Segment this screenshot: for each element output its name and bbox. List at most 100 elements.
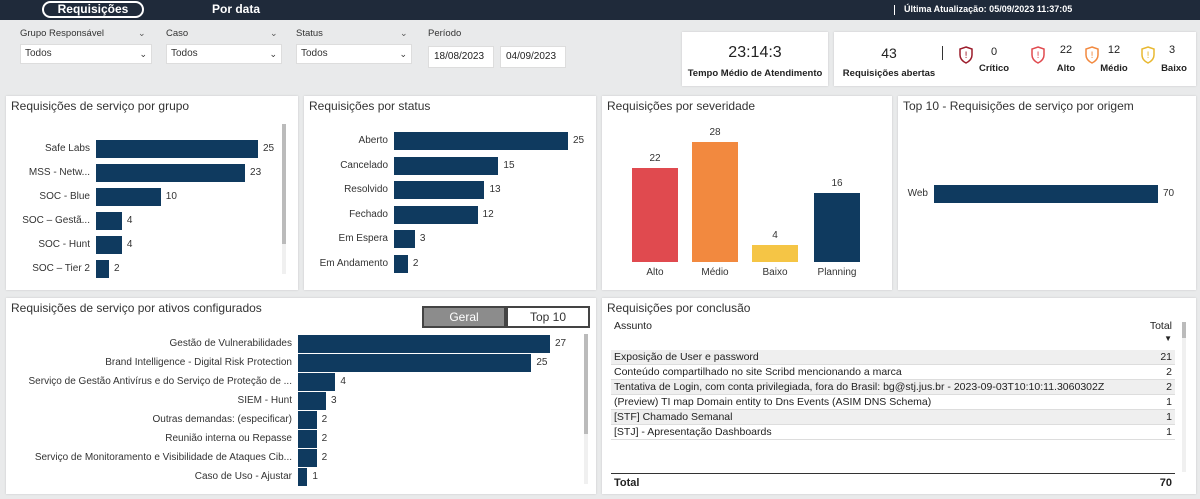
row-total: 1: [1115, 424, 1175, 440]
bar-value-label: 12: [482, 208, 494, 220]
toggle-geral-button[interactable]: Geral: [422, 306, 506, 328]
bar[interactable]: [96, 188, 161, 206]
bar-value-label: 4: [340, 376, 346, 387]
status-filter-select[interactable]: Todos ⌄: [296, 44, 412, 64]
total-label: Total: [614, 477, 640, 489]
toggle-top10-button[interactable]: Top 10: [506, 306, 590, 328]
svg-text:!: !: [964, 51, 968, 61]
bar[interactable]: [298, 411, 317, 429]
bar-label: SIEM - Hunt: [237, 395, 292, 406]
bar[interactable]: [298, 449, 317, 467]
baixo-label: Baixo: [1161, 63, 1187, 74]
column-header-subject[interactable]: Assunto: [614, 320, 652, 332]
avg-time-card: 23:14:3 Tempo Médio de Atendimento: [682, 32, 828, 86]
bar[interactable]: [394, 181, 485, 199]
chevron-down-icon[interactable]: ⌄: [270, 28, 278, 38]
table-row[interactable]: (Preview) TI map Domain entity to Dns Ev…: [611, 394, 1175, 410]
scrollbar-thumb[interactable]: [1182, 322, 1186, 338]
case-filter-label: Caso: [166, 28, 189, 39]
chart-title: Requisições de serviço por ativos config…: [11, 301, 262, 315]
column-header-total[interactable]: Total ▼: [1115, 319, 1175, 350]
chart-by-group-card: Requisições de serviço por grupo Safe La…: [6, 96, 298, 290]
bar[interactable]: [96, 212, 122, 230]
row-subject: Exposição de User e password: [611, 350, 1115, 365]
period-start-input[interactable]: 18/08/2023: [428, 46, 494, 68]
bar[interactable]: [632, 167, 678, 262]
bar-value-label: 4: [772, 229, 778, 241]
period-end-input[interactable]: 04/09/2023: [500, 46, 566, 68]
bar[interactable]: [394, 132, 568, 150]
bar[interactable]: [96, 260, 109, 278]
scrollbar[interactable]: [1182, 322, 1186, 472]
table-row[interactable]: Exposição de User e password 21: [611, 350, 1175, 365]
svg-text:!: !: [1146, 51, 1150, 61]
tab-requisicoes[interactable]: Requisições: [42, 1, 144, 18]
shield-high-icon: !: [1031, 46, 1045, 64]
bar-label: Caso de Uso - Ajustar: [194, 471, 292, 482]
bar[interactable]: [298, 430, 317, 448]
bar-label: Outras demandas: (especificar): [152, 414, 292, 425]
bar[interactable]: [298, 373, 336, 391]
scrollbar[interactable]: [282, 124, 286, 274]
chart-by-status-card: Requisições por status Aberto 25 Cancelado…: [304, 96, 596, 290]
bar[interactable]: [394, 230, 415, 248]
bar-label: Fechado: [349, 208, 388, 220]
bar[interactable]: [692, 142, 738, 262]
medio-value: 12: [1107, 44, 1121, 56]
bar-value-label: 28: [709, 127, 721, 138]
scrollbar-thumb[interactable]: [584, 334, 588, 434]
bar[interactable]: [394, 205, 478, 224]
bar-label: Brand Intelligence - Digital Risk Protec…: [105, 357, 292, 368]
table-header-row: Assunto Total ▼: [611, 319, 1175, 350]
row-subject: [STF] Chamado Semanal: [611, 409, 1115, 425]
chart-by-assets-card: Requisições de serviço por ativos config…: [6, 298, 596, 494]
alto-label: Alto: [1056, 63, 1076, 74]
bar[interactable]: [298, 468, 308, 486]
divider: [942, 46, 943, 60]
bar-label: Gestão de Vulnerabilidades: [169, 338, 293, 349]
chevron-down-icon: ⌄: [269, 49, 277, 59]
open-requests-value: 43: [881, 45, 897, 61]
bar[interactable]: [96, 164, 246, 182]
group-filter-label: Grupo Responsável: [20, 28, 104, 39]
bar[interactable]: [96, 140, 258, 158]
bar-value-label: 3: [331, 395, 337, 406]
bar[interactable]: [934, 185, 1158, 203]
scrollbar[interactable]: [584, 334, 588, 484]
table-row[interactable]: [STJ] - Apresentação Dashboards 1: [611, 424, 1175, 440]
chart-title: Requisições de serviço por grupo: [11, 99, 190, 113]
bar-label: SOC - Hunt: [38, 239, 90, 250]
bar-value-label: 2: [113, 263, 120, 274]
chevron-down-icon[interactable]: ⌄: [138, 28, 146, 38]
bar[interactable]: [298, 354, 532, 372]
shield-critical-icon: !: [959, 46, 973, 64]
case-filter-select[interactable]: Todos ⌄: [166, 44, 282, 64]
period-filter: Período: [428, 28, 568, 44]
tab-por-data[interactable]: Por data: [212, 2, 261, 16]
table-row[interactable]: [STF] Chamado Semanal 1: [611, 409, 1175, 425]
critico-value: 0: [990, 46, 998, 58]
bar[interactable]: [394, 156, 499, 175]
bar[interactable]: [752, 244, 798, 262]
bar[interactable]: [96, 236, 122, 254]
row-subject: (Preview) TI map Domain entity to Dns Ev…: [611, 394, 1115, 410]
bar-value-label: 16: [831, 178, 843, 190]
table-row[interactable]: Tentativa de Login, com conta privilegia…: [611, 379, 1175, 395]
bar-category-label: Baixo: [762, 267, 788, 278]
bar[interactable]: [814, 193, 860, 262]
status-filter-label: Status: [296, 28, 323, 39]
chevron-down-icon[interactable]: ⌄: [400, 28, 408, 38]
group-filter-select[interactable]: Todos ⌄: [20, 44, 152, 64]
case-filter-value: Todos: [171, 48, 198, 59]
bar[interactable]: [394, 254, 408, 273]
bar[interactable]: [298, 392, 326, 410]
avg-time-value: 23:14:3: [728, 44, 782, 61]
table-row[interactable]: Conteúdo compartilhado no site Scribd me…: [611, 364, 1175, 380]
bar-value-label: 2: [321, 414, 328, 425]
chart-title: Requisições por severidade: [607, 99, 756, 113]
bar-label: Em Andamento: [319, 257, 388, 269]
bar-label: SOC - Blue: [39, 191, 90, 202]
scrollbar-thumb[interactable]: [282, 124, 286, 244]
bar[interactable]: [298, 335, 550, 353]
bar-label: Resolvido: [344, 184, 388, 195]
